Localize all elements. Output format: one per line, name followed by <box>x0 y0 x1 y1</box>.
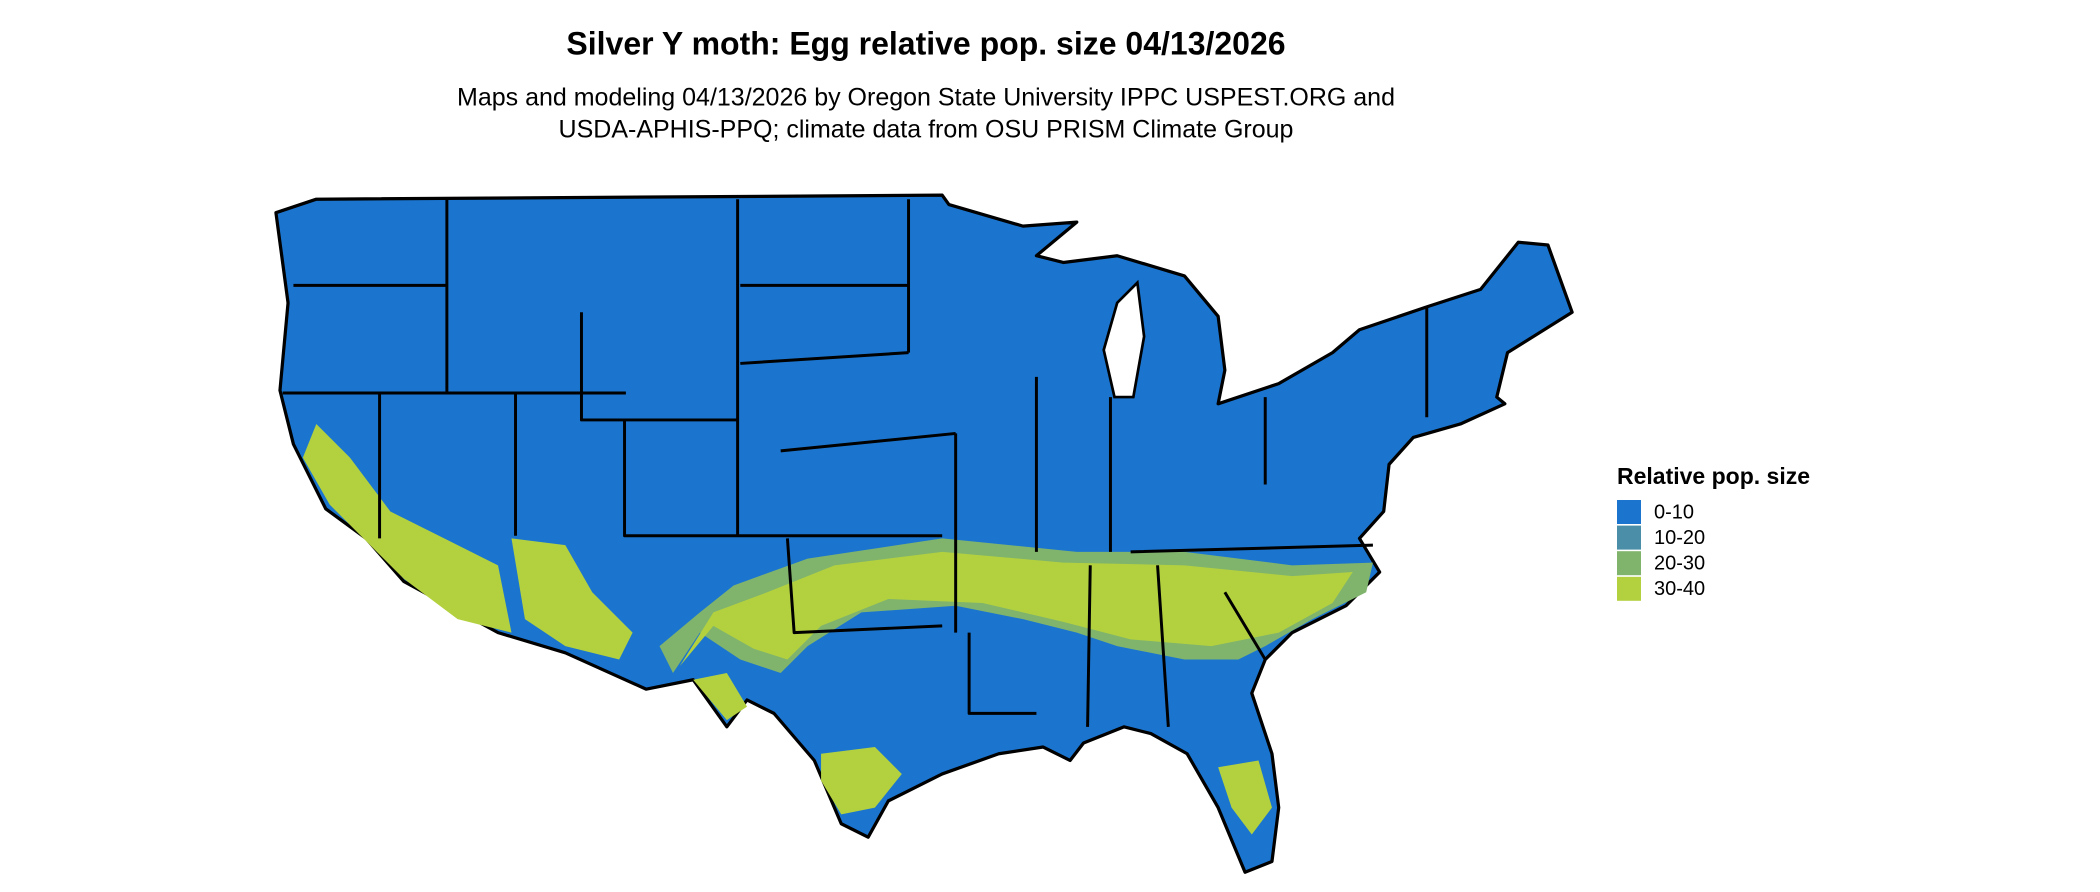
map <box>274 193 1574 874</box>
us-outline <box>274 193 1574 874</box>
subtitle: USDA-APHIS-PPQ; climate data from OSU PR… <box>559 116 1294 144</box>
legend-label: 30-40 <box>1654 578 1705 600</box>
suitability-zones <box>302 423 1373 835</box>
title: Silver Y moth: Egg relative pop. size 04… <box>566 25 1285 61</box>
legend-label: 0-10 <box>1654 501 1694 523</box>
legend-swatch <box>1617 500 1641 524</box>
legend-label: 20-30 <box>1654 552 1705 574</box>
legend-title: Relative pop. size <box>1617 463 1810 489</box>
legend: 0-10 10-20 20-30 30-40 <box>1617 500 1705 601</box>
subtitle: Maps and modeling 04/13/2026 by Oregon S… <box>457 84 1395 112</box>
state-borders <box>282 199 1429 727</box>
legend-swatch <box>1617 576 1641 601</box>
legend-label: 10-20 <box>1654 527 1705 549</box>
legend-swatch <box>1617 551 1641 576</box>
legend-swatch <box>1617 525 1641 550</box>
